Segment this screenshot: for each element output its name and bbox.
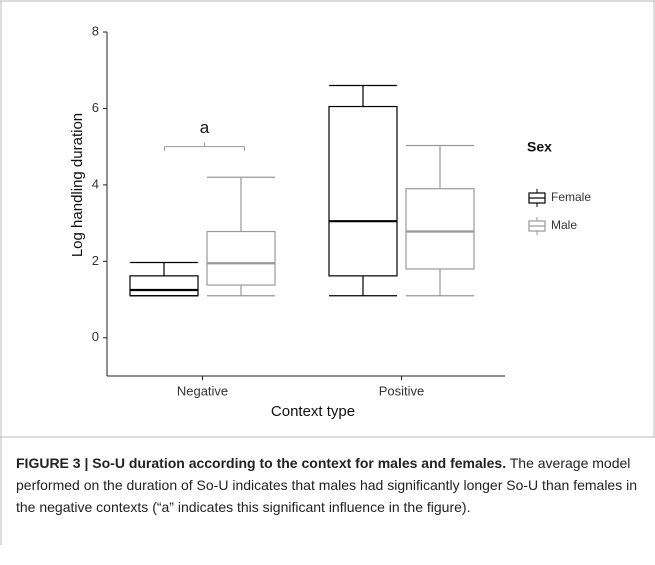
box bbox=[328, 105, 398, 277]
caption-label: FIGURE 3 | So-U duration according to th… bbox=[16, 455, 507, 471]
y-axis-label: Log handling duration bbox=[69, 113, 86, 257]
y-tick-label: 6 bbox=[92, 100, 99, 115]
caption-text: The average model performed on the durat… bbox=[16, 455, 638, 515]
x-axis-label: Context type bbox=[271, 403, 355, 420]
legend-label: Male bbox=[551, 218, 577, 232]
x-tick-label: Positive bbox=[379, 383, 425, 398]
legend-title: Sex bbox=[527, 139, 552, 155]
box bbox=[405, 188, 475, 270]
caption: FIGURE 3 | So-U duration according to th… bbox=[16, 452, 644, 518]
y-tick-label: 0 bbox=[92, 329, 99, 344]
y-tick-label: 8 bbox=[92, 23, 99, 38]
box bbox=[206, 230, 276, 286]
y-tick-label: 4 bbox=[92, 176, 99, 191]
y-tick-label: 2 bbox=[92, 253, 99, 268]
x-tick-label: Negative bbox=[177, 383, 228, 398]
box bbox=[129, 275, 199, 297]
annotation: a bbox=[200, 118, 210, 137]
legend-label: Female bbox=[551, 190, 591, 204]
